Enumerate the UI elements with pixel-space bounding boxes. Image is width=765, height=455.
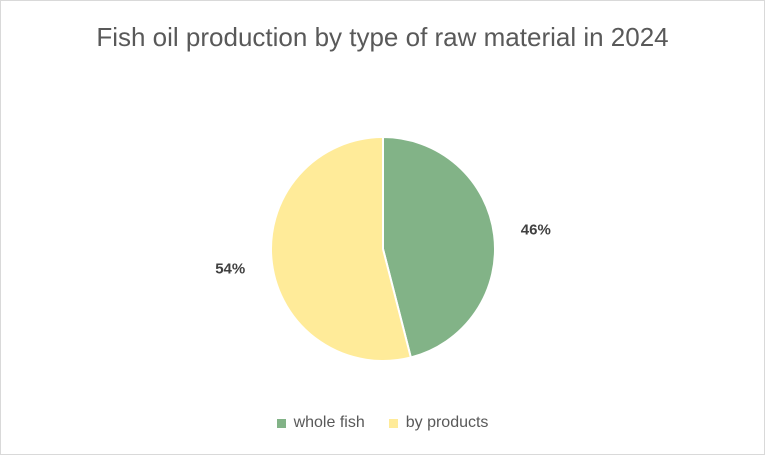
legend-label: by products bbox=[405, 414, 489, 431]
legend-label: whole fish bbox=[293, 414, 365, 431]
pie-slice-by-products bbox=[270, 135, 413, 362]
legend-item-by-products: by products bbox=[388, 414, 489, 432]
legend-item-whole-fish: whole fish bbox=[276, 414, 365, 432]
legend: whole fish by products bbox=[1, 414, 764, 432]
legend-swatch bbox=[388, 418, 398, 428]
pie-slice-whole-fish bbox=[382, 135, 496, 359]
legend-swatch bbox=[276, 418, 286, 428]
chart-title: Fish oil production by type of raw mater… bbox=[96, 22, 669, 52]
data-label: 46% bbox=[521, 222, 551, 239]
data-label: 54% bbox=[215, 260, 245, 277]
